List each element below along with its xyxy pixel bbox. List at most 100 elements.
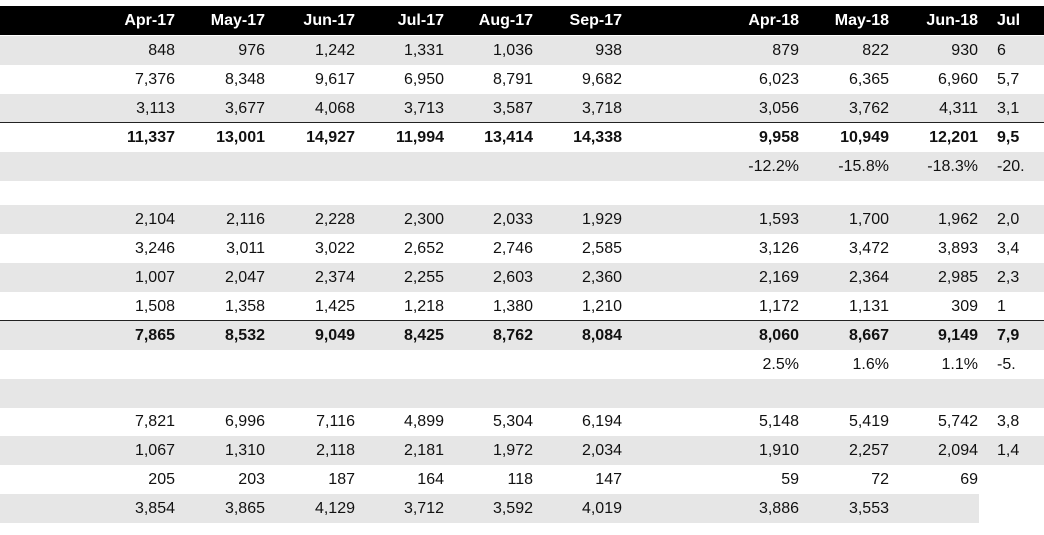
row-cell: 976	[238, 41, 265, 59]
row-cell: 309	[951, 297, 978, 315]
row-cell: 1,036	[492, 41, 533, 59]
row-cell	[358, 379, 444, 408]
row-cell: 1,962	[937, 210, 978, 228]
row-cell	[892, 379, 978, 408]
row-cell: 8,348	[224, 70, 265, 88]
row-cell: 13,001	[216, 128, 265, 146]
row-cell: 1,700	[848, 210, 889, 228]
row-cell: 4,899	[403, 412, 444, 430]
row-cell: 2,0	[997, 210, 1020, 228]
row-stripe	[0, 436, 1044, 465]
row-cell: 930	[951, 41, 978, 59]
header-cell: Jun-17	[303, 11, 355, 29]
row-cell: 4,068	[314, 99, 355, 117]
row-cell: 11,994	[395, 128, 444, 146]
row-cell: 6,960	[937, 70, 978, 88]
row-cell: 2,033	[492, 210, 533, 228]
row-cell: 1,380	[492, 297, 533, 315]
row-cell: 1,972	[492, 441, 533, 459]
row-cell: 2,985	[937, 268, 978, 286]
row-cell: 3,022	[314, 239, 355, 257]
row-cell: 1,067	[134, 441, 175, 459]
row-cell: 3,587	[492, 99, 533, 117]
row-cell: 2,181	[403, 441, 444, 459]
header-cell: Jul-17	[397, 11, 444, 29]
row-cell: 8,425	[403, 326, 444, 344]
row-cell: 3,8	[997, 412, 1020, 430]
row-cell: 3,553	[848, 499, 889, 517]
row-stripe	[0, 36, 1044, 65]
row-cell: 203	[238, 470, 265, 488]
row-cell: 1,425	[314, 297, 355, 315]
row-cell: 9,617	[314, 70, 355, 88]
row-cell	[269, 350, 355, 379]
row-cell: 822	[862, 41, 889, 59]
row-cell	[997, 465, 1044, 494]
row-cell: -18.3%	[927, 157, 978, 175]
row-cell: 5,419	[848, 412, 889, 430]
row-cell: -12.2%	[748, 157, 799, 175]
row-stripe	[0, 494, 979, 523]
row-stripe	[0, 152, 1044, 181]
row-cell: 9,682	[581, 70, 622, 88]
row-cell: 848	[148, 41, 175, 59]
row-cell	[997, 494, 1044, 523]
data-row: 1,007 2,047 2,374 2,255 2,603 2,360 2,169 2,364…	[0, 263, 1044, 292]
row-cell: 2,169	[758, 268, 799, 286]
data-row: 2.5% 1.6% 1.1% -5.	[0, 350, 1044, 379]
row-cell: 3,472	[848, 239, 889, 257]
row-cell	[892, 494, 978, 523]
row-cell: 164	[417, 470, 444, 488]
row-cell: 3,893	[937, 239, 978, 257]
row-cell: 118	[507, 470, 533, 488]
row-cell: 3,712	[403, 499, 444, 517]
row-cell: 3,677	[224, 99, 265, 117]
row-stripe	[0, 379, 1044, 408]
total-row: 11,337 13,001 14,927 11,994 13,414 14,338 9,95…	[0, 123, 1044, 152]
total-divider	[0, 320, 1044, 321]
row-cell: 8,060	[758, 326, 799, 344]
row-stripe	[0, 263, 1044, 292]
row-stripe	[0, 321, 1044, 350]
data-row: 3,246 3,011 3,022 2,652 2,746 2,585 3,126 3,472…	[0, 234, 1044, 263]
row-cell: 3,113	[136, 99, 175, 117]
header-cell: Jul	[997, 11, 1021, 29]
row-cell: 1,4	[997, 441, 1020, 459]
row-cell	[713, 379, 799, 408]
row-cell: 2,3	[997, 268, 1020, 286]
row-cell: 2,364	[848, 268, 889, 286]
row-cell: 4,129	[314, 499, 355, 517]
data-row: 2,104 2,116 2,228 2,300 2,033 1,929 1,593 1,700…	[0, 205, 1044, 234]
row-cell: 6,950	[403, 70, 444, 88]
row-cell: 1,172	[758, 297, 799, 315]
row-cell: 3,4	[997, 239, 1020, 257]
row-cell: 3,762	[848, 99, 889, 117]
row-cell	[447, 152, 533, 181]
row-cell: 4,019	[581, 499, 622, 517]
row-cell: 3,854	[134, 499, 175, 517]
row-cell: 187	[328, 470, 355, 488]
row-cell	[179, 152, 265, 181]
row-cell: 8,532	[224, 326, 265, 344]
data-row: 205 203 187 164 118 147 59 72 69	[0, 465, 1044, 494]
row-cell	[269, 152, 355, 181]
row-cell: 3,056	[758, 99, 799, 117]
row-cell: 1,007	[134, 268, 175, 286]
header-cell: May-18	[834, 11, 889, 29]
row-cell: 8,791	[492, 70, 533, 88]
row-cell: 10,949	[840, 128, 889, 146]
row-cell	[358, 152, 444, 181]
data-row	[0, 379, 1044, 408]
row-cell: 9,958	[758, 128, 799, 146]
row-cell: 6,194	[581, 412, 622, 430]
header-cell: May-17	[210, 11, 265, 29]
row-cell: 1,242	[314, 41, 355, 59]
row-cell: 1,131	[848, 297, 889, 315]
row-cell: 2,374	[314, 268, 355, 286]
row-cell: -20.	[997, 157, 1025, 175]
row-cell: 3,246	[134, 239, 175, 257]
row-cell: 5,304	[492, 412, 533, 430]
row-cell: 69	[960, 470, 978, 488]
header-cell: Aug-17	[478, 11, 533, 29]
